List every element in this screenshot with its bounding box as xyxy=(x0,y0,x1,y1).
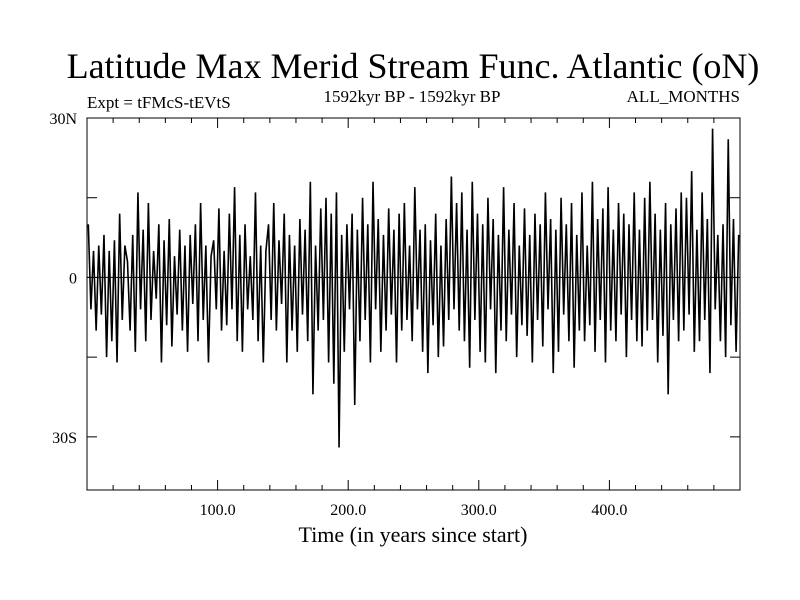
y-tick-label: 0 xyxy=(69,270,77,287)
x-axis-tick-labels: 100.0 200.0 300.0 400.0 xyxy=(200,502,628,519)
x-tick-label: 400.0 xyxy=(591,502,627,519)
x-tick-label: 100.0 xyxy=(200,502,236,519)
x-tick-label: 300.0 xyxy=(461,502,497,519)
series-line xyxy=(87,128,740,448)
chart-title: Latitude Max Merid Stream Func. Atlantic… xyxy=(67,46,760,86)
chart-subtitle-right: ALL_MONTHS xyxy=(627,87,740,106)
y-tick-label: 30S xyxy=(52,430,77,447)
chart-subtitle-left: Expt = tFMcS-tEVtS xyxy=(87,93,231,112)
y-axis-tick-labels: 30N 0 30S xyxy=(49,111,77,447)
x-tick-label: 200.0 xyxy=(330,502,366,519)
plot-frame xyxy=(86,117,741,491)
y-tick-label: 30N xyxy=(49,111,77,128)
x-axis-label: Time (in years since start) xyxy=(299,522,528,547)
x-axis-ticks xyxy=(112,118,715,490)
chart-subtitle-center: 1592kyr BP - 1592kyr BP xyxy=(324,87,501,106)
